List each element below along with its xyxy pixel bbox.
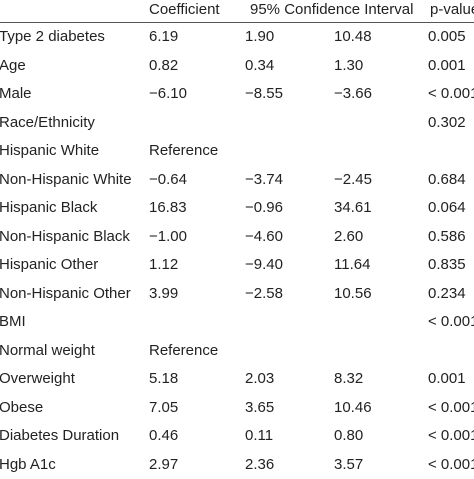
p-value-cell: 0.064: [428, 194, 466, 223]
table-row: Hispanic Other 1.12 −9.40 11.64 0.835: [0, 251, 474, 280]
ci-upper-cell: −3.66: [334, 80, 372, 109]
table-row: Hispanic Black 16.83 −0.96 34.61 0.064: [0, 194, 474, 223]
table-row: Age 0.82 0.34 1.30 0.001: [0, 52, 474, 81]
row-label: Non-Hispanic Other: [0, 280, 131, 309]
p-value-cell: 0.001: [428, 52, 466, 81]
row-label: Race/Ethnicity: [0, 109, 95, 138]
ci-lower-cell: −2.58: [245, 280, 283, 309]
row-label: Overweight: [0, 365, 75, 394]
p-value-cell: < 0.001: [428, 80, 474, 109]
table-row: Hispanic White Reference: [0, 137, 474, 166]
coefficient-cell: 0.82: [149, 52, 178, 81]
coefficient-cell: −0.64: [149, 166, 187, 195]
table-row: Non-Hispanic Black −1.00 −4.60 2.60 0.586: [0, 223, 474, 252]
coefficient-cell: 0.46: [149, 422, 178, 451]
ci-lower-cell: 0.34: [245, 52, 274, 81]
coefficient-cell: 2.97: [149, 451, 178, 479]
ci-lower-cell: −8.55: [245, 80, 283, 109]
p-value-cell: 0.302: [428, 109, 466, 138]
ci-lower-cell: 2.03: [245, 365, 274, 394]
p-value-cell: < 0.001: [428, 394, 474, 423]
coefficient-cell: 5.18: [149, 365, 178, 394]
ci-upper-cell: −2.45: [334, 166, 372, 195]
coefficient-cell: 6.19: [149, 23, 178, 52]
row-label: Hispanic Black: [0, 194, 97, 223]
table-row: BMI < 0.001: [0, 308, 474, 337]
table-header-row: Coefficient 95% Confidence Interval p-va…: [0, 0, 474, 23]
p-value-cell: 0.234: [428, 280, 466, 309]
ci-lower-cell: 0.11: [245, 422, 273, 451]
header-confidence-interval: 95% Confidence Interval: [250, 0, 413, 20]
table-body: Type 2 diabetes 6.19 1.90 10.48 0.005 Age 0.82…: [0, 23, 474, 479]
p-value-cell: 0.005: [428, 23, 466, 52]
row-label: Normal weight: [0, 337, 95, 366]
coefficient-cell: −6.10: [149, 80, 187, 109]
table-row: Obese 7.05 3.65 10.46 < 0.001: [0, 394, 474, 423]
ci-lower-cell: 3.65: [245, 394, 274, 423]
ci-upper-cell: 0.80: [334, 422, 363, 451]
row-label: Age: [0, 52, 26, 81]
row-label: BMI: [0, 308, 26, 337]
header-coefficient: Coefficient: [149, 0, 220, 20]
row-label: Type 2 diabetes: [0, 23, 105, 52]
table-row: Type 2 diabetes 6.19 1.90 10.48 0.005: [0, 23, 474, 52]
ci-upper-cell: 11.64: [334, 251, 370, 280]
ci-upper-cell: 3.57: [334, 451, 363, 479]
coefficient-cell: 7.05: [149, 394, 178, 423]
p-value-cell: 0.835: [428, 251, 466, 280]
table-row: Non-Hispanic White −0.64 −3.74 −2.45 0.684: [0, 166, 474, 195]
row-label: Obese: [0, 394, 43, 423]
ci-upper-cell: 34.61: [334, 194, 372, 223]
row-label: Non-Hispanic White: [0, 166, 132, 195]
p-value-cell: 0.684: [428, 166, 466, 195]
coefficient-cell: Reference: [149, 137, 218, 166]
row-label: Hgb A1c: [0, 451, 56, 479]
ci-lower-cell: −4.60: [245, 223, 283, 252]
p-value-cell: < 0.001: [428, 422, 474, 451]
table-row: Diabetes Duration 0.46 0.11 0.80 < 0.001: [0, 422, 474, 451]
table-row: Overweight 5.18 2.03 8.32 0.001: [0, 365, 474, 394]
row-label: Diabetes Duration: [0, 422, 119, 451]
ci-lower-cell: 2.36: [245, 451, 274, 479]
ci-upper-cell: 10.48: [334, 23, 372, 52]
coefficient-cell: Reference: [149, 337, 218, 366]
table-row: Normal weight Reference: [0, 337, 474, 366]
p-value-cell: 0.586: [428, 223, 466, 252]
coefficient-cell: 16.83: [149, 194, 187, 223]
coefficient-cell: 1.12: [149, 251, 178, 280]
table-row: Hgb A1c 2.97 2.36 3.57 < 0.001: [0, 451, 474, 479]
ci-lower-cell: −9.40: [245, 251, 283, 280]
p-value-cell: < 0.001: [428, 308, 474, 337]
ci-upper-cell: 8.32: [334, 365, 363, 394]
row-label: Male: [0, 80, 32, 109]
row-label: Hispanic White: [0, 137, 99, 166]
header-p-value: p-value: [430, 0, 474, 20]
table-row: Non-Hispanic Other 3.99 −2.58 10.56 0.234: [0, 280, 474, 309]
ci-upper-cell: 2.60: [334, 223, 363, 252]
table-row: Male −6.10 −8.55 −3.66 < 0.001: [0, 80, 474, 109]
ci-lower-cell: −0.96: [245, 194, 283, 223]
p-value-cell: < 0.001: [428, 451, 474, 479]
ci-lower-cell: −3.74: [245, 166, 283, 195]
ci-upper-cell: 10.46: [334, 394, 372, 423]
ci-lower-cell: 1.90: [245, 23, 274, 52]
ci-upper-cell: 10.56: [334, 280, 372, 309]
table-row: Race/Ethnicity 0.302: [0, 109, 474, 138]
coefficient-cell: 3.99: [149, 280, 178, 309]
p-value-cell: 0.001: [428, 365, 466, 394]
ci-upper-cell: 1.30: [334, 52, 363, 81]
row-label: Hispanic Other: [0, 251, 98, 280]
coefficient-cell: −1.00: [149, 223, 187, 252]
row-label: Non-Hispanic Black: [0, 223, 130, 252]
